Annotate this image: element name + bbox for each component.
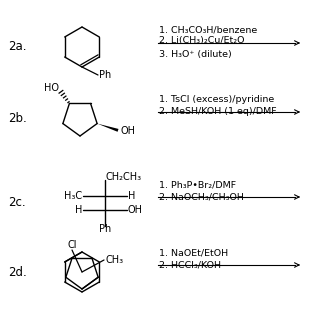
- Text: 2b.: 2b.: [8, 111, 27, 124]
- Text: 2. NaOCH₃/CH₃OH: 2. NaOCH₃/CH₃OH: [159, 192, 244, 202]
- Text: 1. NaOEt/EtOH: 1. NaOEt/EtOH: [159, 249, 228, 258]
- Text: 1. CH₃CO₃H/benzene: 1. CH₃CO₃H/benzene: [159, 26, 257, 34]
- Text: HO: HO: [44, 84, 59, 94]
- Text: 1. TsCl (excess)/pyridine: 1. TsCl (excess)/pyridine: [159, 96, 274, 105]
- Polygon shape: [97, 123, 118, 132]
- Text: Ph: Ph: [99, 70, 111, 79]
- Text: Ph: Ph: [99, 224, 111, 234]
- Text: 2. MeSH/KOH (1 eq)/DMF: 2. MeSH/KOH (1 eq)/DMF: [159, 108, 277, 117]
- Text: 2d.: 2d.: [8, 265, 27, 279]
- Text: CH₃: CH₃: [106, 255, 124, 265]
- Text: CH₂CH₃: CH₂CH₃: [106, 172, 142, 182]
- Text: H: H: [128, 191, 135, 201]
- Text: OH: OH: [120, 126, 135, 136]
- Text: 2c.: 2c.: [8, 196, 26, 210]
- Text: 2. HCCl₃/KOH: 2. HCCl₃/KOH: [159, 260, 221, 270]
- Text: 2. Li(CH₃)₂Cu/Et₂O: 2. Li(CH₃)₂Cu/Et₂O: [159, 37, 245, 45]
- Text: Cl: Cl: [67, 240, 77, 250]
- Text: 3. H₃O⁺ (dilute): 3. H₃O⁺ (dilute): [159, 51, 232, 60]
- Text: H₃C: H₃C: [64, 191, 82, 201]
- Text: 2a.: 2a.: [8, 40, 26, 53]
- Text: 1. Ph₃P•Br₂/DMF: 1. Ph₃P•Br₂/DMF: [159, 180, 236, 190]
- Text: OH: OH: [128, 205, 143, 215]
- Text: H: H: [75, 205, 82, 215]
